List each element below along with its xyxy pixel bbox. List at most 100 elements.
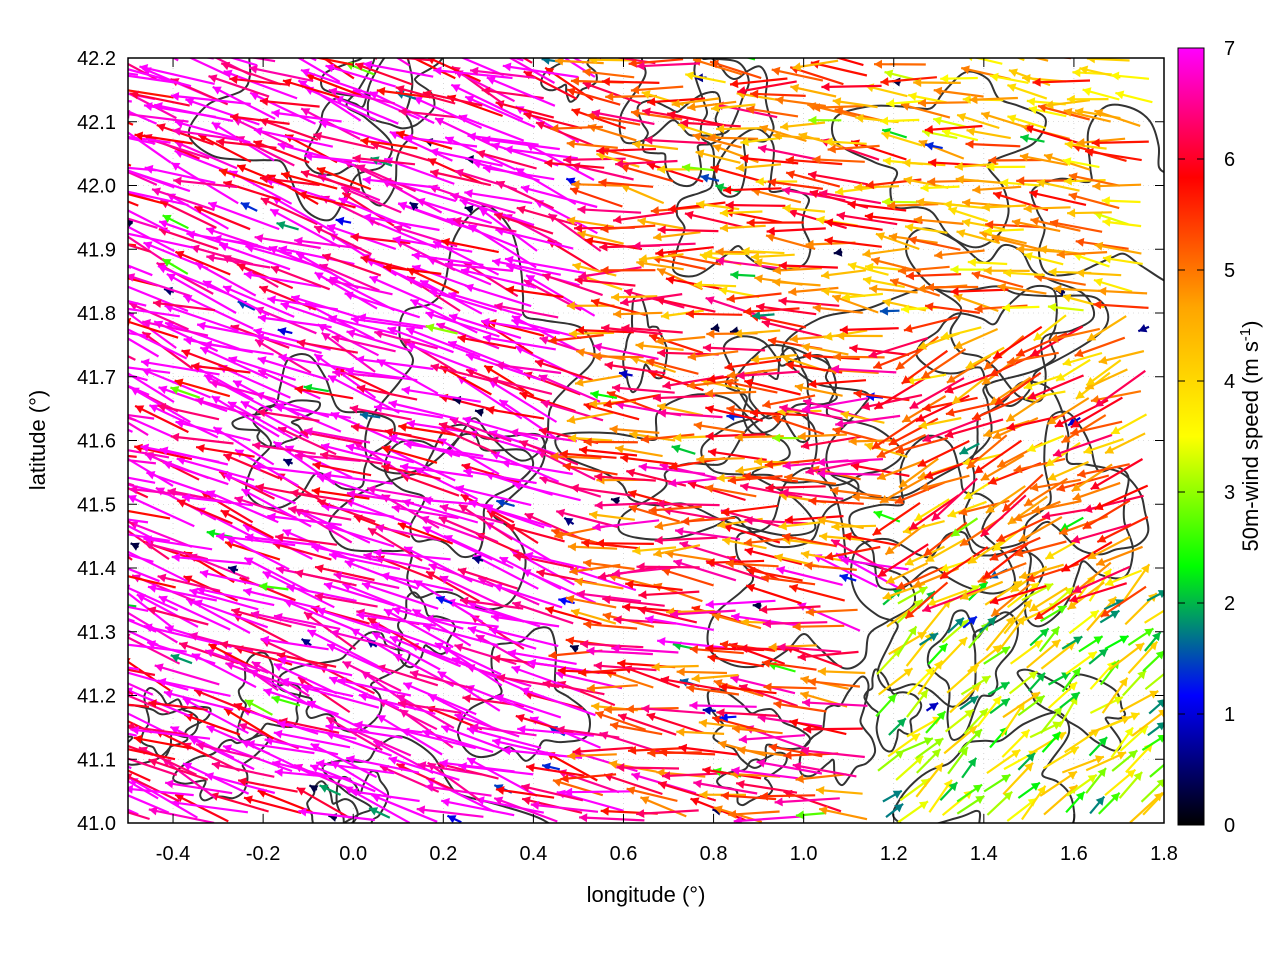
wind-vector bbox=[1104, 569, 1143, 587]
wind-vector-shaft bbox=[370, 142, 431, 162]
wind-vector-shaft bbox=[345, 444, 415, 464]
wind-vector-head bbox=[276, 221, 286, 230]
wind-vector-shaft bbox=[905, 273, 962, 278]
wind-vector-head bbox=[205, 648, 215, 658]
wind-vector-head bbox=[320, 442, 330, 452]
wind-vector bbox=[425, 570, 480, 603]
wind-vector-head bbox=[448, 340, 458, 350]
wind-vector-shaft bbox=[128, 604, 137, 608]
wind-vector-shaft bbox=[977, 562, 1027, 583]
wind-vector bbox=[1148, 699, 1164, 715]
wind-vector bbox=[792, 622, 845, 632]
wind-vector-shaft bbox=[693, 781, 758, 795]
wind-vector-head bbox=[934, 250, 943, 260]
wind-vector bbox=[887, 201, 939, 210]
wind-vector-head bbox=[918, 139, 928, 149]
wind-vector-shaft bbox=[397, 701, 462, 714]
wind-vector-head bbox=[894, 495, 904, 505]
wind-vector bbox=[498, 398, 559, 441]
wind-vector-shaft bbox=[154, 664, 220, 686]
wind-vector-shaft bbox=[628, 505, 680, 523]
wind-vector bbox=[749, 408, 808, 418]
wind-vector-head bbox=[459, 198, 469, 207]
wind-vector-head bbox=[657, 225, 666, 235]
wind-vector-shaft bbox=[147, 607, 209, 626]
wind-vector-head bbox=[1100, 608, 1110, 617]
wind-vector bbox=[218, 168, 274, 189]
wind-vector-head bbox=[71, 593, 80, 602]
wind-vector-head bbox=[1152, 632, 1161, 642]
wind-vector-head bbox=[400, 462, 409, 472]
wind-vector bbox=[469, 723, 537, 737]
wind-vector-shaft bbox=[128, 524, 158, 542]
wind-vector-head bbox=[1068, 785, 1078, 794]
wind-vector-shaft bbox=[193, 600, 269, 629]
wind-vector-head bbox=[989, 552, 999, 561]
wind-vector-head bbox=[575, 325, 585, 335]
wind-vector-head bbox=[91, 666, 100, 674]
wind-vector-shaft bbox=[482, 336, 556, 351]
wind-vector bbox=[128, 591, 173, 629]
wind-vector bbox=[1027, 374, 1084, 400]
wind-vector bbox=[946, 354, 992, 384]
wind-vector-shaft bbox=[193, 688, 251, 714]
wind-vector-shaft bbox=[203, 342, 274, 356]
wind-vector bbox=[898, 457, 939, 489]
wind-vector-head bbox=[330, 629, 340, 638]
wind-vector bbox=[128, 273, 191, 297]
wind-vector bbox=[1140, 778, 1164, 803]
wind-vector-head bbox=[1019, 571, 1028, 580]
wind-vector-shaft bbox=[259, 176, 320, 187]
wind-vector-head bbox=[369, 275, 379, 284]
wind-vector-head bbox=[327, 223, 336, 233]
wind-vector-shaft bbox=[411, 608, 472, 647]
wind-vector-head bbox=[143, 241, 153, 250]
wind-vector-head bbox=[922, 403, 932, 412]
wind-vector bbox=[1029, 721, 1062, 739]
wind-vector-head bbox=[65, 288, 74, 297]
wind-vector-shaft bbox=[376, 665, 439, 687]
wind-vector-head bbox=[572, 746, 581, 756]
wind-vector-head bbox=[839, 573, 849, 583]
wind-vector bbox=[157, 264, 229, 295]
wind-vector-head bbox=[945, 408, 955, 417]
wind-vector-head bbox=[854, 182, 863, 192]
terrain-contour-line bbox=[1016, 668, 1127, 752]
wind-vector-head bbox=[337, 677, 347, 686]
wind-vector bbox=[705, 599, 776, 609]
wind-vector-head bbox=[273, 441, 283, 450]
wind-vector-head bbox=[103, 784, 112, 792]
wind-vector-shaft bbox=[781, 534, 837, 548]
wind-vector-shaft bbox=[340, 186, 402, 214]
wind-vector bbox=[723, 185, 782, 195]
wind-vector-head bbox=[862, 249, 871, 258]
wind-vector-head bbox=[88, 406, 97, 415]
wind-vector bbox=[459, 596, 524, 610]
wind-vector-head bbox=[1053, 706, 1062, 716]
wind-vector bbox=[1095, 545, 1143, 567]
wind-vector-head bbox=[925, 553, 935, 562]
wind-vector-head bbox=[584, 236, 594, 246]
wind-vector-head bbox=[552, 778, 562, 787]
wind-vector-head bbox=[774, 553, 784, 563]
wind-vector bbox=[1068, 192, 1120, 210]
wind-vector-head bbox=[619, 369, 628, 379]
wind-vector-shaft bbox=[525, 765, 585, 777]
wind-vector-head bbox=[717, 520, 726, 529]
wind-vector bbox=[128, 618, 157, 633]
wind-vector-head bbox=[1075, 390, 1085, 399]
wind-vector-head bbox=[913, 579, 923, 588]
wind-vector bbox=[1074, 336, 1126, 358]
wind-vector-head bbox=[1036, 672, 1045, 682]
wind-vector-shaft bbox=[421, 730, 494, 753]
wind-vector-head bbox=[450, 192, 460, 202]
wind-vector-shaft bbox=[294, 239, 362, 250]
wind-vector bbox=[989, 536, 1041, 561]
wind-vector-head bbox=[719, 712, 728, 722]
wind-vector-head bbox=[903, 176, 913, 185]
wind-vector-shaft bbox=[163, 691, 234, 711]
wind-vector bbox=[808, 496, 864, 506]
wind-vector-head bbox=[166, 273, 176, 282]
wind-vector-shaft bbox=[128, 337, 160, 358]
wind-vector-head bbox=[817, 667, 826, 676]
